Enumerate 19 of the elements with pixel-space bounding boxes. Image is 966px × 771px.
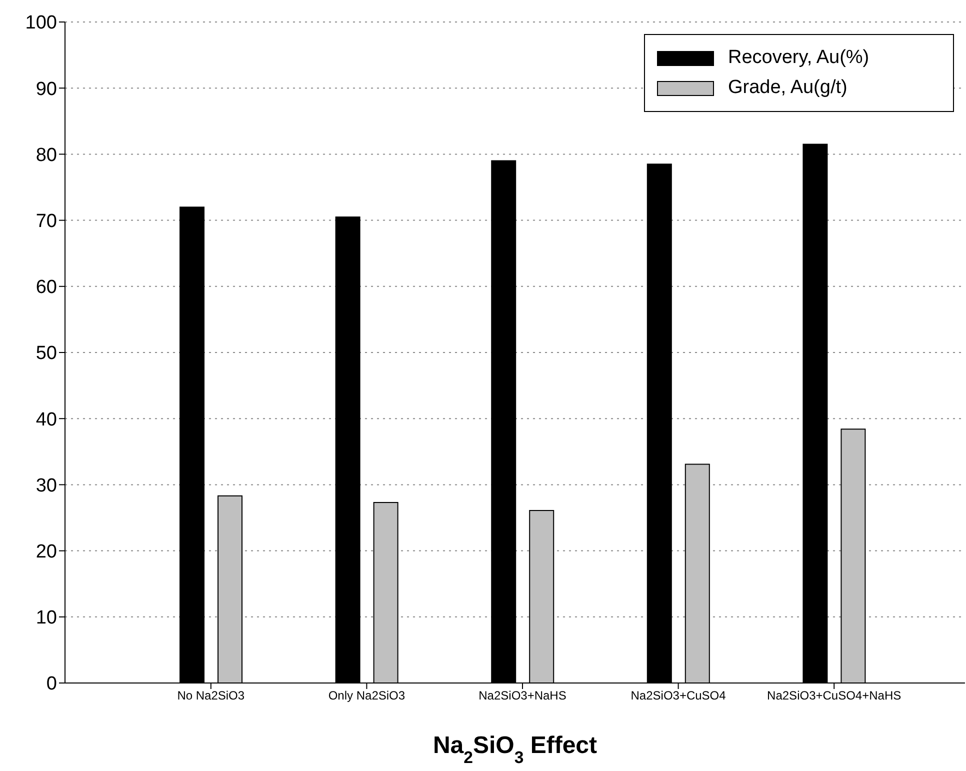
y-tick-label: 50 (36, 343, 57, 364)
legend-label: Recovery, Au(%) (728, 47, 870, 69)
y-tick-label: 80 (36, 144, 57, 166)
x-tick-label: Na2SiO3+CuSO4 (630, 688, 726, 703)
y-tick-label: 100 (25, 12, 57, 34)
x-tick-label: Na2SiO3+NaHS (478, 688, 566, 703)
y-tick-label: 70 (36, 211, 57, 232)
y-tick-label: 10 (36, 608, 57, 629)
x-axis-title: Na$_{2}$SiO$_{3}$ Effect (432, 732, 598, 766)
legend-label: Grade, Au(g/t) (728, 77, 848, 99)
y-tick-label: 60 (36, 277, 57, 298)
x-tick-label: Only Na2SiO3 (328, 688, 406, 703)
y-tick-label: 0 (46, 674, 57, 695)
x-tick-label: No Na2SiO3 (177, 688, 245, 703)
y-tick-label: 40 (36, 409, 57, 430)
x-tick-label: Na2SiO3+CuSO4+NaHS (767, 688, 902, 703)
y-tick-label: 20 (36, 542, 57, 563)
y-tick-label: 90 (36, 78, 57, 100)
y-tick-label: 30 (36, 475, 57, 496)
